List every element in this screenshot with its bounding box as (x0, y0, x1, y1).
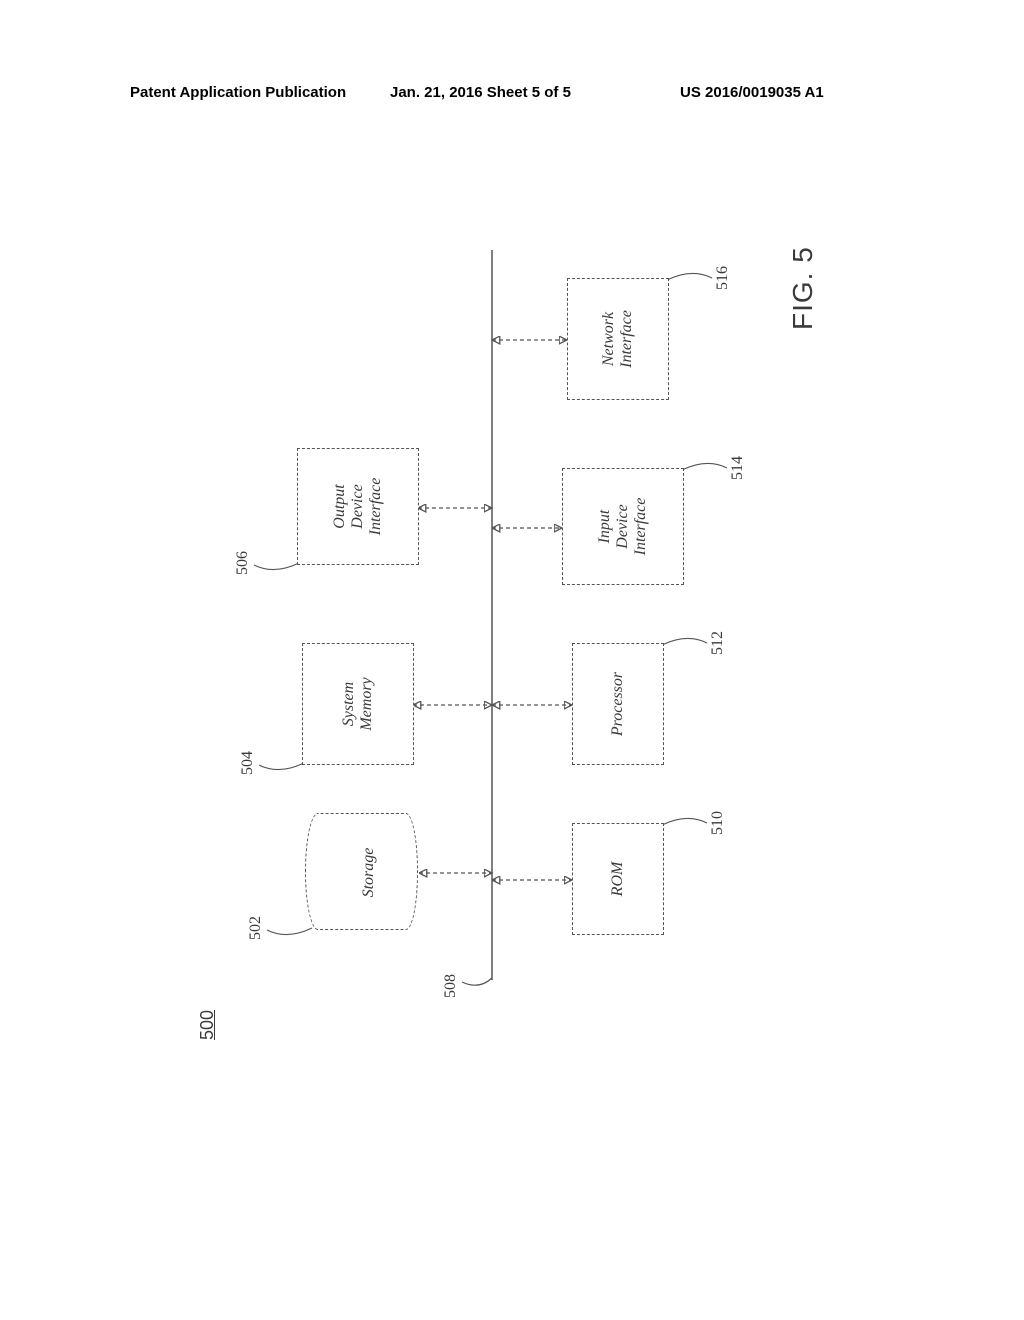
node-network: NetworkInterface (567, 278, 669, 400)
fig-text: FIG. 5 (787, 246, 818, 330)
ref-504: 504 (239, 751, 257, 775)
node-rom: ROM (572, 823, 664, 935)
ref-510: 510 (709, 811, 727, 835)
memory-label: SystemMemory (340, 677, 376, 730)
ref-512: 512 (709, 631, 727, 655)
storage-label: Storage (360, 815, 378, 930)
ref-514: 514 (729, 456, 747, 480)
ref-506: 506 (234, 551, 252, 575)
output-label: OutputDeviceInterface (331, 478, 385, 536)
ref-508: 508 (442, 974, 460, 998)
header-left: Patent Application Publication (130, 84, 346, 101)
system-ref-500: 500 (197, 1010, 218, 1040)
network-label: NetworkInterface (600, 310, 636, 368)
node-processor: Processor (572, 643, 664, 765)
ref-516: 516 (714, 266, 732, 290)
diagram-fig5: 500 Storage (187, 210, 837, 990)
rom-label: ROM (609, 862, 627, 897)
node-memory: SystemMemory (302, 643, 414, 765)
header-right: US 2016/0019035 A1 (680, 84, 824, 101)
node-input: InputDeviceInterface (562, 468, 684, 585)
bus-svg (187, 210, 837, 990)
header-mid: Jan. 21, 2016 Sheet 5 of 5 (390, 84, 571, 101)
node-storage: Storage (305, 815, 415, 930)
figure-caption: FIG. 5 (787, 246, 819, 330)
proc-label: Processor (609, 672, 627, 736)
ref-502: 502 (247, 916, 265, 940)
input-label: InputDeviceInterface (596, 498, 650, 556)
node-output: OutputDeviceInterface (297, 448, 419, 565)
